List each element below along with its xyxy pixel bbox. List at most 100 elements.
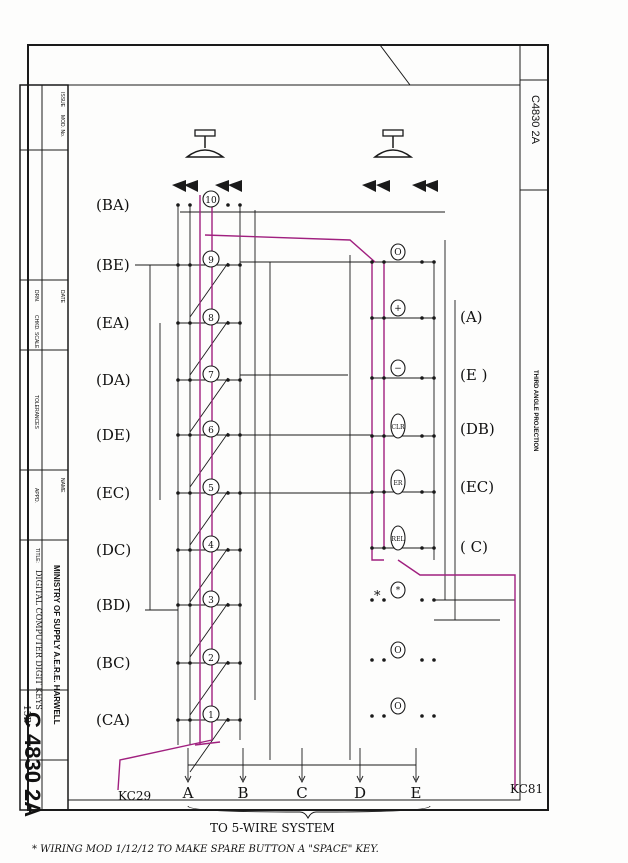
- switch-contact-icon: [382, 260, 386, 264]
- diagonal-wire: [189, 490, 229, 546]
- terminal-arrow: [356, 775, 364, 784]
- switch-contact-icon: [382, 316, 386, 320]
- spare-marker: *: [374, 589, 381, 604]
- switch-contact-icon: [382, 546, 386, 550]
- key-label: O: [394, 248, 401, 258]
- switch-contact-icon: [238, 491, 242, 495]
- key-matrix: 10 9 8 7 6 5 4 3 2 1 O + − CLR ER REL * O O *: [176, 190, 436, 723]
- switch-contact-icon: [176, 433, 180, 437]
- switch-contact-icon: [238, 548, 242, 552]
- switch-contact-icon: [188, 378, 192, 382]
- terminal-label: E: [411, 784, 422, 802]
- label-scale: SCALE: [33, 332, 39, 349]
- switch-contact-icon: [382, 490, 386, 494]
- switch-contact-icon: [176, 321, 180, 325]
- diagonal-wire: [189, 602, 229, 658]
- key-button: [202, 478, 220, 496]
- drawing-number: C 4830 2A: [20, 712, 45, 817]
- tolerances-label: TOLERANCES: [33, 395, 39, 429]
- mod-wire: [204, 234, 376, 263]
- drawing-number-top: C4830 2A: [529, 95, 541, 145]
- switch-contact-icon: [238, 433, 242, 437]
- output-bus: A B C D E: [182, 748, 422, 802]
- switch-contact-icon: [176, 718, 180, 722]
- switch-contact-icon: [226, 491, 230, 495]
- key-button: [202, 590, 220, 608]
- key-button: [202, 648, 220, 666]
- diagonal-wire: [189, 262, 229, 318]
- switch-contact-icon: [176, 603, 180, 607]
- switch-contact-icon: [188, 491, 192, 495]
- switch-contact-icon: [188, 548, 192, 552]
- switch-contact-icon: [420, 376, 424, 380]
- key-label: 1: [208, 711, 214, 721]
- switch-contact-icon: [382, 598, 386, 602]
- switch-contact-icon: [226, 263, 230, 267]
- label-mod: MOD. No.: [59, 115, 65, 137]
- telephone-handset-icon: [372, 129, 414, 158]
- label-appd: APPD.: [33, 488, 39, 503]
- switch-contact-icon: [370, 376, 374, 380]
- mod-wire: [194, 741, 221, 746]
- terminal-arrow: [412, 775, 420, 784]
- key-button: [390, 243, 406, 261]
- switch-contact-icon: [382, 376, 386, 380]
- switch-contact-icon: [420, 490, 424, 494]
- switch-contact-icon: [176, 378, 180, 382]
- key-button: [390, 299, 406, 317]
- switch-contact-icon: [226, 203, 230, 207]
- terminal-label: D: [354, 784, 366, 802]
- switch-contact-icon: [226, 661, 230, 665]
- switch-contact-icon: [420, 260, 424, 264]
- key-button: [202, 190, 220, 208]
- key-button: [202, 365, 220, 383]
- key-label: 2: [208, 654, 214, 664]
- mod-wire: [397, 559, 516, 790]
- row-label-left: (DA): [96, 371, 131, 389]
- terminal-label: B: [237, 784, 248, 802]
- switch-contact-icon: [188, 203, 192, 207]
- footnote: * WIRING MOD 1/12/12 TO MAKE SPARE BUTTO…: [32, 844, 379, 855]
- row-label-left: (DC): [96, 541, 131, 559]
- terminal-arrow: [298, 775, 306, 784]
- label-issue: ISSUE: [59, 92, 65, 108]
- switch-contact-icon: [176, 548, 180, 552]
- switch-contact-icon: [370, 490, 374, 494]
- key-label: ER: [394, 480, 403, 487]
- telephone-handset-icon: [184, 129, 226, 158]
- terminal-label: C: [296, 784, 307, 802]
- key-button: [202, 420, 220, 438]
- row-label-left: (CA): [96, 711, 130, 729]
- top-right-tab: C4830 2A: [519, 44, 549, 191]
- diagonal-wire: [189, 717, 229, 773]
- key-label: 8: [208, 314, 214, 324]
- key-button: [390, 413, 406, 439]
- switch-contact-icon: [176, 203, 180, 207]
- switch-contact-icon: [370, 260, 374, 264]
- key-label: O: [394, 646, 401, 656]
- row-label-left: (DE): [96, 426, 131, 444]
- switch-contact-icon: [176, 661, 180, 665]
- switch-contact-icon: [176, 491, 180, 495]
- switch-contact-icon: [420, 714, 424, 718]
- switch-contact-icon: [420, 434, 424, 438]
- fold-mark: [379, 44, 411, 86]
- key-label: O: [394, 702, 401, 712]
- title-block: ISSUE MOD. No. APPD. DRN. CHKD. SCALE DA…: [19, 84, 69, 817]
- key-button: [202, 308, 220, 326]
- switch-contact-icon: [238, 321, 242, 325]
- switch-contact-icon: [176, 263, 180, 267]
- switch-contact-icon: [238, 718, 242, 722]
- diagonal-wire: [189, 432, 229, 488]
- label-date: DATE: [59, 290, 65, 304]
- switch-contact-icon: [226, 321, 230, 325]
- switch-contact-icon: [420, 598, 424, 602]
- bus-caption: TO 5-WIRE SYSTEM: [210, 821, 335, 835]
- key-label: 5: [208, 484, 214, 494]
- key-button: [202, 535, 220, 553]
- ministry-heading: MINISTRY OF SUPPLY A.E.R.E. HARWELL: [52, 565, 61, 725]
- switch-contact-icon: [188, 661, 192, 665]
- key-button: [390, 525, 406, 551]
